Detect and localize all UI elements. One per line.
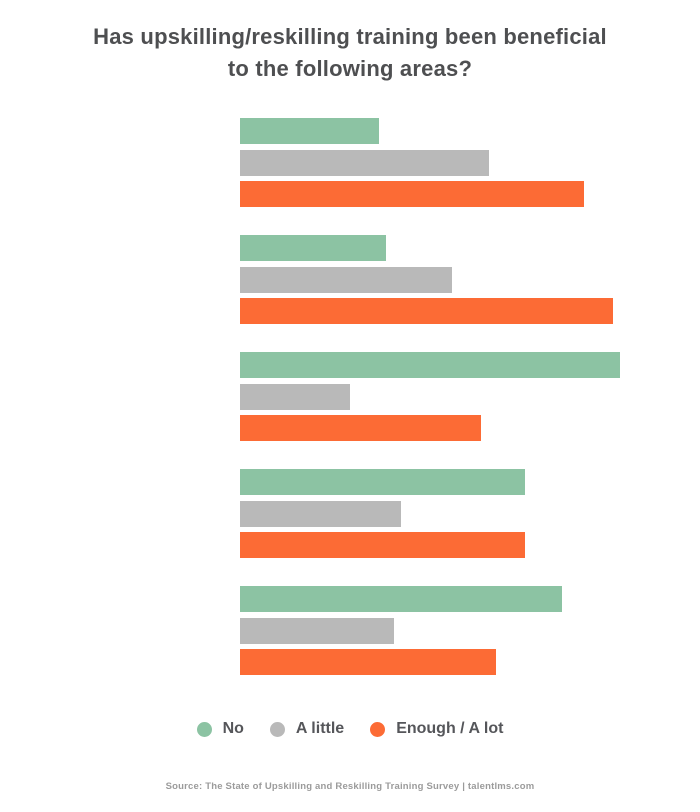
bar-enough-a-lot-group-1 <box>240 181 584 207</box>
bar-enough-a-lot-group-2 <box>240 298 613 324</box>
bar-a-little-group-1 <box>240 150 489 176</box>
bar-no-group-4 <box>240 469 526 495</box>
bar-a-little-group-3 <box>240 384 350 410</box>
bar-no-group-1 <box>240 118 379 144</box>
legend-label-no: No <box>222 720 244 737</box>
legend-item-no: No <box>196 720 244 738</box>
legend-label-enough-a-lot: Enough / A lot <box>396 720 504 737</box>
source-attribution: Source: The State of Upskilling and Resk… <box>165 781 535 792</box>
bar-a-little-group-2 <box>240 267 452 293</box>
legend-item-enough-a-lot: Enough / A lot <box>370 720 503 738</box>
bar-enough-a-lot-group-5 <box>240 649 496 675</box>
chart-title-line2: to the following areas? <box>227 56 473 81</box>
legend-label-a-little: A little <box>295 720 345 737</box>
bar-no-group-5 <box>240 586 562 612</box>
bar-a-little-group-4 <box>240 501 401 527</box>
bar-no-group-3 <box>240 352 621 378</box>
legend-dot-icon-no <box>196 721 212 737</box>
chart-title: Has upskilling/reskilling training been … <box>0 21 700 85</box>
bar-no-group-2 <box>240 235 387 261</box>
legend-dot-icon-enough-a-lot <box>370 721 386 737</box>
bar-a-little-group-5 <box>240 618 394 644</box>
chart-legend: No A little Enough / A lot <box>0 714 700 744</box>
chart-title-line1: Has upskilling/reskilling training been … <box>93 24 607 49</box>
legend-item-a-little: A little <box>269 720 345 738</box>
bar-enough-a-lot-group-3 <box>240 415 482 441</box>
legend-dot-icon-a-little <box>269 721 285 737</box>
bar-enough-a-lot-group-4 <box>240 532 526 558</box>
